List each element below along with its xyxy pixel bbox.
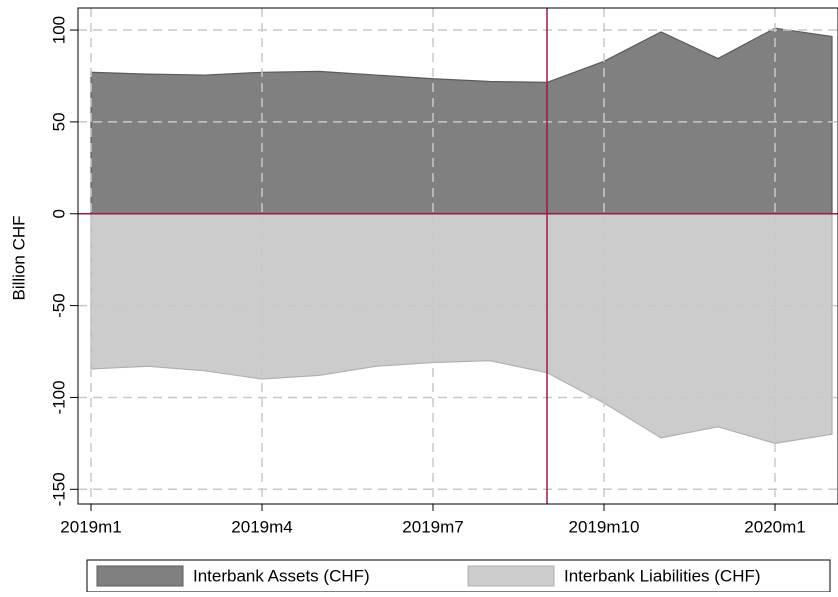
plot-frame xyxy=(77,7,838,505)
x-tick-label: 2019m1 xyxy=(60,517,121,536)
legend-label: Interbank Liabilities (CHF) xyxy=(564,566,761,585)
legend-swatch xyxy=(96,565,184,587)
y-axis-title: Billion CHF xyxy=(9,215,28,300)
y-tick-label: 100 xyxy=(49,16,68,44)
y-tick-label: 0 xyxy=(49,209,68,218)
y-tick-label: -100 xyxy=(49,380,68,414)
y-tick-label: 50 xyxy=(49,112,68,131)
x-tick-label: 2019m4 xyxy=(231,517,292,536)
legend-swatch xyxy=(467,565,555,587)
legend-box xyxy=(86,559,831,593)
y-tick-label: -150 xyxy=(49,472,68,506)
x-tick-label: 2020m1 xyxy=(744,517,805,536)
legend-label: Interbank Assets (CHF) xyxy=(193,566,370,585)
area xyxy=(90,27,833,215)
x-tick-label: 2019m10 xyxy=(569,517,640,536)
x-tick-label: 2019m7 xyxy=(402,517,463,536)
y-tick-label: -50 xyxy=(49,293,68,318)
area xyxy=(90,213,833,444)
